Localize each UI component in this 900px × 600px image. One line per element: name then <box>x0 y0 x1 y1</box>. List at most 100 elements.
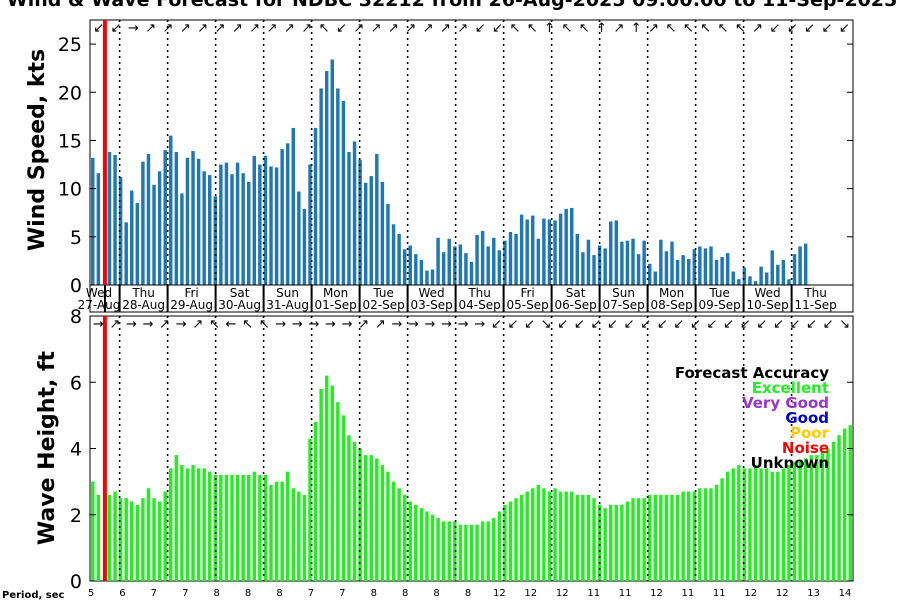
wave-arrow: ↖ <box>209 317 220 332</box>
wave-bar <box>553 488 557 581</box>
wave-arrow: ↙ <box>756 317 767 332</box>
legend-item: Noise <box>782 439 829 457</box>
wind-bar <box>620 241 624 285</box>
day-date: 06-Sep <box>554 298 596 312</box>
period-value: 8 <box>276 588 282 599</box>
wind-bar <box>480 231 485 285</box>
wind-bar <box>508 232 513 285</box>
wave-bar <box>363 455 368 582</box>
wind-arrow: ↗ <box>301 21 312 36</box>
wind-arrow: ↖ <box>717 21 728 36</box>
wave-bar <box>603 508 607 582</box>
wave-bar <box>419 508 424 582</box>
period-value: 8 <box>245 588 251 599</box>
wave-bar <box>196 468 201 582</box>
wave-arrow: → <box>342 317 353 332</box>
wind-bar <box>169 135 173 285</box>
wind-bar <box>91 157 95 285</box>
wind-bar <box>497 250 502 285</box>
wave-arrow: → <box>325 317 336 332</box>
wind-bar <box>592 255 596 285</box>
wave-bar <box>698 488 702 581</box>
wave-bar <box>531 488 535 581</box>
period-value: 14 <box>839 588 852 599</box>
wind-bar <box>347 152 351 285</box>
wave-arrow: → <box>176 317 187 332</box>
wave-arrow: → <box>391 317 402 332</box>
period-value: 7 <box>308 588 314 599</box>
wind-bar <box>731 271 735 285</box>
day-name: Sat <box>230 286 250 300</box>
wave-bar <box>787 465 791 581</box>
wave-bars <box>91 375 852 582</box>
wave-bar <box>336 402 340 582</box>
wave-arrow: → <box>425 317 436 332</box>
wind-bar <box>375 153 379 285</box>
wave-bar <box>308 438 312 581</box>
wave-bar <box>620 504 624 581</box>
day-date: 11-Sep <box>794 298 836 312</box>
wind-bar <box>698 246 702 285</box>
wave-bar <box>141 498 145 581</box>
wind-arrow: ↖ <box>561 21 572 36</box>
wave-bar <box>609 504 613 581</box>
day-date: 27-Aug <box>78 298 121 312</box>
wind-bar <box>107 152 112 285</box>
wave-bar <box>614 504 619 581</box>
wave-bar <box>625 501 630 581</box>
legend-title: Forecast Accuracy <box>675 364 829 382</box>
wind-arrow: ↙ <box>492 21 503 36</box>
wind-arrow: ↑ <box>596 21 607 36</box>
wind-bar <box>174 152 179 285</box>
wind-y-label: Wind Speed, kts <box>25 49 50 251</box>
day-date: 02-Sep <box>362 298 404 312</box>
wave-bar <box>174 455 179 582</box>
day-date: 03-Sep <box>410 298 452 312</box>
wave-bar <box>274 481 279 582</box>
wind-bar <box>642 240 646 285</box>
wind-bar <box>241 173 245 285</box>
wind-bar <box>336 88 340 285</box>
wave-bar <box>803 458 808 581</box>
wave-bar <box>737 465 741 581</box>
wind-bar <box>503 240 507 285</box>
wind-bar <box>514 233 518 285</box>
wave-bar <box>107 494 112 582</box>
wave-bar <box>113 491 117 581</box>
day-date: 28-Aug <box>122 298 165 312</box>
wind-arrow: ↖ <box>700 21 711 36</box>
wind-bar <box>664 251 669 285</box>
wave-bar <box>219 475 223 581</box>
wave-bar <box>157 501 162 581</box>
wind-bar <box>208 175 212 285</box>
wave-arrow: ↙ <box>690 317 701 332</box>
wave-bar <box>686 491 691 581</box>
wave-bar <box>386 471 390 581</box>
day-name: Wed <box>86 286 112 300</box>
wave-arrow: → <box>458 317 469 332</box>
wind-bar <box>469 261 474 285</box>
wind-bar <box>386 204 390 285</box>
period-value: 12 <box>493 588 506 599</box>
wind-bar <box>224 162 229 285</box>
wind-plot-area <box>89 19 854 286</box>
wave-bar <box>720 478 724 581</box>
wind-bar <box>492 237 496 285</box>
period-row: Period, sec 5 6 7 7 8 8 8 7 7 8 8 8 8 12 12 12 11 11 12 11 1… <box>2 588 851 600</box>
wind-bar <box>202 171 206 285</box>
wave-bar <box>631 498 635 581</box>
wave-arrow: ↙ <box>789 317 800 332</box>
wave-bar <box>547 491 552 581</box>
period-value: 11 <box>682 588 695 599</box>
wind-bar <box>302 208 307 285</box>
wave-arrow: → <box>292 317 303 332</box>
wave-bar <box>447 521 451 582</box>
wave-bar <box>319 388 323 582</box>
wind-y-tick-label: 5 <box>70 227 82 249</box>
wave-bar <box>252 471 257 581</box>
wind-bar <box>163 150 167 285</box>
wind-bar <box>397 233 401 285</box>
wind-arrow: ↗ <box>648 21 659 36</box>
wind-bar <box>603 248 607 285</box>
